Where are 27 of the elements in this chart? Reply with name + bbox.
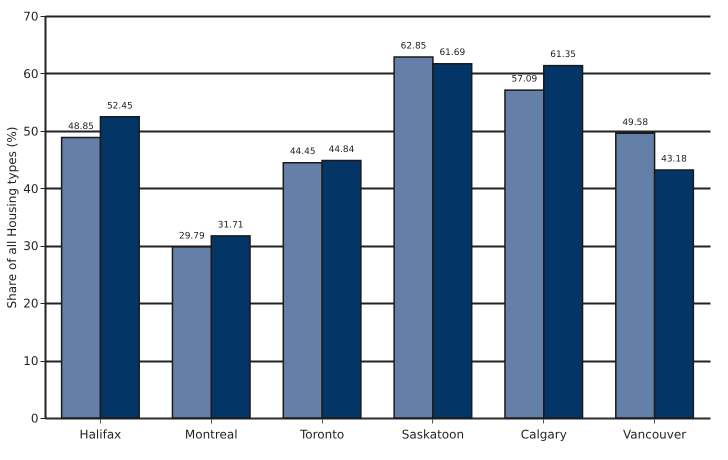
data-label: 61.69: [439, 48, 466, 58]
y-tick-label: 40: [23, 182, 38, 196]
data-label: 52.45: [106, 101, 133, 112]
x-tick-label: Calgary: [520, 428, 567, 442]
y-tick-label: 50: [23, 124, 38, 138]
data-label: 48.85: [68, 122, 94, 132]
data-label: 29.79: [178, 231, 206, 242]
x-tick-label: Halifax: [80, 428, 122, 442]
data-label: 43.18: [661, 154, 688, 165]
data-label: 62.85: [400, 42, 426, 52]
x-tick-label: Toronto: [298, 428, 344, 442]
y-axis-title: Share of all Housing types (%): [5, 126, 20, 308]
y-tick-label: 10: [23, 354, 38, 368]
x-tick-label: Montreal: [184, 428, 238, 442]
y-tick-label: 30: [23, 239, 38, 254]
y-tick-label: 70: [23, 10, 38, 24]
y-tick-label: 60: [23, 66, 38, 81]
x-tick-label: Vancouver: [622, 428, 686, 442]
data-label: 44.45: [290, 147, 316, 158]
data-label: 44.84: [328, 144, 355, 155]
y-tick-label: 0: [30, 412, 38, 426]
data-label: 57.09: [511, 74, 538, 85]
data-label: 31.71: [218, 220, 244, 230]
x-tick-label: Saskatoon: [402, 428, 464, 442]
y-tick-label: 20: [23, 296, 38, 311]
data-label: 49.58: [622, 118, 648, 128]
data-label: 61.35: [550, 50, 576, 60]
